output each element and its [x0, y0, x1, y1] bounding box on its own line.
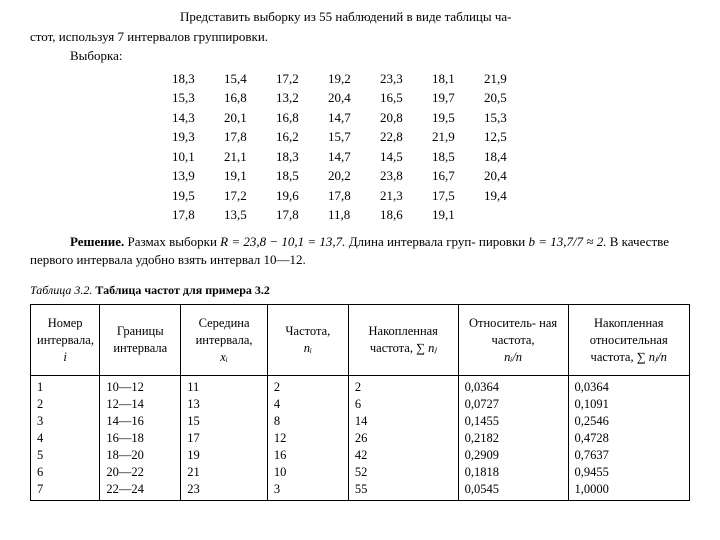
sample-cell: 18,5 [274, 166, 326, 186]
sample-cell: 21,1 [222, 147, 274, 167]
sample-cell: 19,6 [274, 186, 326, 206]
sample-cell: 14,7 [326, 147, 378, 167]
sample-data-table: 18,315,417,219,223,318,121,915,316,813,2… [170, 69, 534, 225]
th-bounds: Границы интервала [100, 305, 181, 376]
sample-row: 18,315,417,219,223,318,121,9 [170, 69, 534, 89]
table-cell: 11131517192123 [181, 376, 268, 501]
table-cell: 0,03640,10910,25460,47280,76370,94551,00… [568, 376, 690, 501]
solution-R: R = 23,8 − 10,1 = 13,7. [220, 234, 345, 249]
sample-cell: 13,5 [222, 205, 274, 225]
sample-cell: 15,4 [222, 69, 274, 89]
table-header-row: Номер интервала,i Границы интервала Сере… [31, 305, 690, 376]
sample-cell: 19,1 [430, 205, 482, 225]
sample-cell: 19,3 [170, 127, 222, 147]
th-rel-frequency: Относитель- ная частота,nᵢ/n [458, 305, 568, 376]
sample-cell: 13,9 [170, 166, 222, 186]
solution-part2: Длина интервала груп- пировки [345, 234, 528, 249]
sample-row: 15,316,813,220,416,519,720,5 [170, 88, 534, 108]
sample-cell: 13,2 [274, 88, 326, 108]
sample-cell: 20,2 [326, 166, 378, 186]
sample-row: 13,919,118,520,223,816,720,4 [170, 166, 534, 186]
sample-cell: 21,9 [430, 127, 482, 147]
sample-cell: 15,3 [170, 88, 222, 108]
table-cell: 10—1212—1414—1616—1818—2020—2222—24 [100, 376, 181, 501]
sample-cell: 20,8 [378, 108, 430, 128]
sample-cell: 17,8 [326, 186, 378, 206]
sample-row: 17,813,517,811,818,619,1 [170, 205, 534, 225]
sample-row: 19,317,816,215,722,821,912,5 [170, 127, 534, 147]
sample-cell: 19,5 [170, 186, 222, 206]
sample-cell: 17,8 [274, 205, 326, 225]
sample-cell: 12,5 [482, 127, 534, 147]
table-cell: 261426425255 [348, 376, 458, 501]
table-cell: 1234567 [31, 376, 100, 501]
solution-part1: Размах выборки [124, 234, 220, 249]
sample-cell: 21,3 [378, 186, 430, 206]
sample-cell: 20,4 [482, 166, 534, 186]
solution-label: Решение. [70, 234, 124, 249]
sample-cell: 11,8 [326, 205, 378, 225]
sample-cell: 20,4 [326, 88, 378, 108]
table-number: Таблица 3.2. [30, 283, 92, 297]
problem-line-1: Представить выборку из 55 наблюдений в в… [30, 8, 690, 26]
sample-cell: 18,6 [378, 205, 430, 225]
sample-cell: 15,3 [482, 108, 534, 128]
sample-cell: 17,2 [222, 186, 274, 206]
problem-line-2: стот, используя 7 интервалов группировки… [30, 28, 690, 46]
frequency-table-body: 123456710—1212—1414—1616—1818—2020—2222—… [31, 376, 690, 501]
sample-cell: 14,5 [378, 147, 430, 167]
sample-cell: 19,2 [326, 69, 378, 89]
sample-cell: 18,1 [430, 69, 482, 89]
sample-cell: 14,3 [170, 108, 222, 128]
table-caption: Таблица 3.2. Таблица частот для примера … [30, 282, 690, 298]
sample-cell: 16,8 [222, 88, 274, 108]
th-midpoint: Середина интервала,xᵢ [181, 305, 268, 376]
sample-cell: 19,7 [430, 88, 482, 108]
sample-cell: 16,5 [378, 88, 430, 108]
sample-cell: 19,5 [430, 108, 482, 128]
sample-cell: 10,1 [170, 147, 222, 167]
table-cell: 0,03640,07270,14550,21820,29090,18180,05… [458, 376, 568, 501]
sample-cell: 22,8 [378, 127, 430, 147]
sample-cell: 17,8 [170, 205, 222, 225]
sample-cell: 18,5 [430, 147, 482, 167]
solution-text: Решение. Размах выборки R = 23,8 − 10,1 … [30, 233, 690, 268]
sample-cell: 18,4 [482, 147, 534, 167]
sample-cell: 19,1 [222, 166, 274, 186]
table-row: 123456710—1212—1414—1616—1818—2020—2222—… [31, 376, 690, 501]
frequency-table: Номер интервала,i Границы интервала Сере… [30, 304, 690, 501]
sample-row: 19,517,219,617,821,317,519,4 [170, 186, 534, 206]
solution-b: b = 13,7/7 ≈ 2. [528, 234, 606, 249]
sample-cell: 21,9 [482, 69, 534, 89]
sample-cell: 18,3 [274, 147, 326, 167]
sample-row: 10,121,118,314,714,518,518,4 [170, 147, 534, 167]
sample-row: 14,320,116,814,720,819,515,3 [170, 108, 534, 128]
table-cell: 2481216103 [267, 376, 348, 501]
th-number: Номер интервала,i [31, 305, 100, 376]
th-cum-rel-frequency: Накопленная относительная частота, ∑ nⱼ/… [568, 305, 690, 376]
sample-cell: 16,8 [274, 108, 326, 128]
sample-cell: 20,5 [482, 88, 534, 108]
sample-cell: 23,8 [378, 166, 430, 186]
th-frequency: Частота,nᵢ [267, 305, 348, 376]
sample-cell: 19,4 [482, 186, 534, 206]
sample-cell: 16,7 [430, 166, 482, 186]
sample-cell: 15,7 [326, 127, 378, 147]
sample-cell: 17,5 [430, 186, 482, 206]
table-title: Таблица частот для примера 3.2 [95, 283, 270, 297]
sample-cell: 14,7 [326, 108, 378, 128]
sample-cell: 16,2 [274, 127, 326, 147]
sample-cell: 17,2 [274, 69, 326, 89]
sample-cell: 23,3 [378, 69, 430, 89]
th-cum-frequency: Накопленная частота, ∑ nⱼ [348, 305, 458, 376]
sample-cell: 17,8 [222, 127, 274, 147]
sample-cell: 20,1 [222, 108, 274, 128]
sample-label: Выборка: [30, 47, 690, 65]
sample-cell [482, 205, 534, 225]
sample-cell: 18,3 [170, 69, 222, 89]
